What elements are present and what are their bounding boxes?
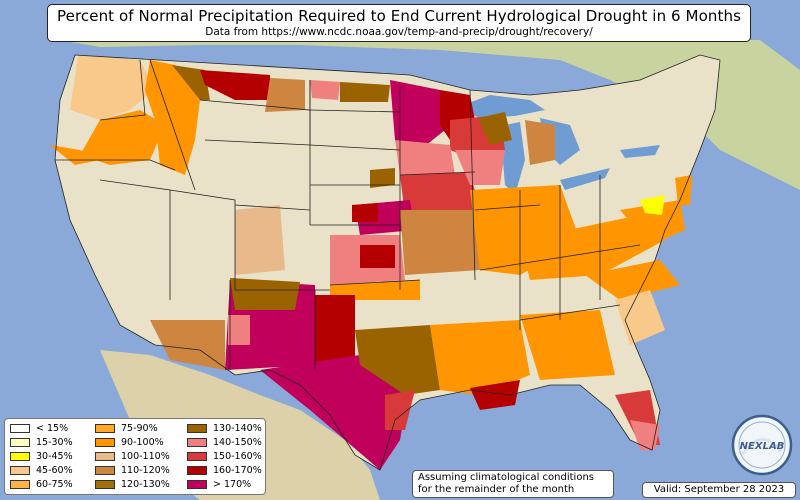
legend-item: < 15% — [10, 423, 68, 434]
region-nd-pink — [310, 80, 340, 100]
region-mt-mid — [265, 78, 305, 112]
note-line-1: Assuming climatological conditions — [418, 472, 594, 483]
region-nm-top — [230, 278, 300, 310]
legend-label: 130-140% — [213, 423, 262, 434]
legend-label: 75-90% — [121, 423, 158, 434]
legend-label: 45-60% — [36, 465, 73, 476]
map-title: Percent of Normal Precipitation Required… — [57, 7, 741, 25]
lake-ontario — [620, 145, 660, 158]
region-mo — [400, 210, 480, 275]
legend-swatch — [187, 480, 207, 489]
legend-item: 110-120% — [95, 465, 170, 476]
legend-item: > 170% — [187, 479, 251, 490]
region-idaho — [145, 60, 200, 175]
legend-label: 15-30% — [36, 437, 73, 448]
region-ia-n — [395, 140, 455, 175]
region-tx-red — [315, 295, 355, 370]
region-nc — [585, 260, 680, 300]
region-mn — [390, 80, 445, 150]
legend-label: 150-160% — [213, 451, 262, 462]
region-nid — [172, 65, 210, 100]
region-md-yellow — [640, 195, 665, 215]
region-ks-red — [360, 245, 395, 268]
region-la-coast — [470, 380, 520, 410]
legend-item: 15-30% — [10, 437, 73, 448]
legend-swatch — [187, 438, 207, 447]
region-az — [150, 320, 225, 370]
note-line-2: for the remainder of the month — [418, 484, 575, 495]
legend-label: > 170% — [213, 479, 252, 490]
canada-land — [60, 40, 800, 190]
region-az-pink — [228, 315, 250, 345]
region-sc-ga — [615, 290, 665, 345]
lake-superior — [455, 95, 545, 118]
legend-label: < 15% — [36, 423, 69, 434]
region-mi2 — [478, 112, 512, 145]
legend-swatch — [187, 452, 207, 461]
legend-item: 75-90% — [95, 423, 158, 434]
assumption-note: Assuming climatological conditions for t… — [412, 470, 614, 498]
legend-label: 110-120% — [121, 465, 170, 476]
legend-swatch — [10, 480, 30, 489]
region-mn-red — [440, 90, 475, 140]
title-box: Percent of Normal Precipitation Required… — [47, 4, 751, 42]
valid-date: Valid: September 28 2023 — [642, 482, 796, 498]
legend-item: 140-150% — [187, 437, 262, 448]
legend-item: 45-60% — [10, 465, 73, 476]
region-fl-s — [630, 420, 660, 450]
legend-swatch — [95, 438, 115, 447]
region-mi — [525, 120, 555, 165]
region-al-ga — [520, 310, 615, 380]
legend-swatch — [10, 424, 30, 433]
region-il — [455, 150, 505, 185]
region-ne-red — [352, 203, 378, 222]
legend-label: 30-45% — [36, 451, 73, 462]
region-tx-east — [355, 325, 440, 395]
region-mt-red — [200, 70, 270, 100]
legend-swatch — [187, 466, 207, 475]
region-ia — [400, 172, 480, 215]
region-nd-brown — [340, 82, 390, 102]
legend-swatch — [10, 466, 30, 475]
legend-label: 120-130% — [121, 479, 170, 490]
region-tx-coast — [385, 390, 415, 430]
legend-item: 150-160% — [187, 451, 262, 462]
region-wa-or — [70, 55, 155, 120]
legend-label: 160-170% — [213, 465, 262, 476]
legend: < 15% 15-30% 30-45% 45-60% 60-75% 75-90%… — [4, 418, 266, 495]
legend-swatch — [95, 424, 115, 433]
legend-item: 90-100% — [95, 437, 164, 448]
legend-swatch — [187, 424, 207, 433]
region-la-ms — [430, 320, 530, 395]
legend-item: 60-75% — [10, 479, 73, 490]
legend-item: 120-130% — [95, 479, 170, 490]
region-co-ut — [235, 205, 285, 275]
legend-label: 100-110% — [121, 451, 170, 462]
region-wy-b — [370, 168, 395, 188]
region-ky-tn — [520, 215, 665, 280]
legend-item: 130-140% — [187, 423, 262, 434]
legend-label: 60-75% — [36, 479, 73, 490]
legend-label: 140-150% — [213, 437, 262, 448]
state-borders — [54, 54, 721, 471]
legend-swatch — [95, 452, 115, 461]
lake-erie — [560, 168, 610, 190]
map-subtitle: Data from https://www.ncdc.noaa.gov/temp… — [205, 26, 593, 38]
legend-swatch — [10, 452, 30, 461]
legend-item: 160-170% — [187, 465, 262, 476]
region-va — [620, 200, 685, 245]
legend-swatch — [95, 466, 115, 475]
legend-label: 90-100% — [121, 437, 164, 448]
legend-swatch — [10, 438, 30, 447]
legend-swatch — [95, 480, 115, 489]
nexlab-logo: NEXLAB — [731, 414, 793, 476]
region-or-east — [80, 110, 165, 165]
region-nj — [675, 175, 692, 205]
legend-item: 30-45% — [10, 451, 73, 462]
legend-item: 100-110% — [95, 451, 170, 462]
logo-text: NEXLAB — [740, 441, 785, 452]
